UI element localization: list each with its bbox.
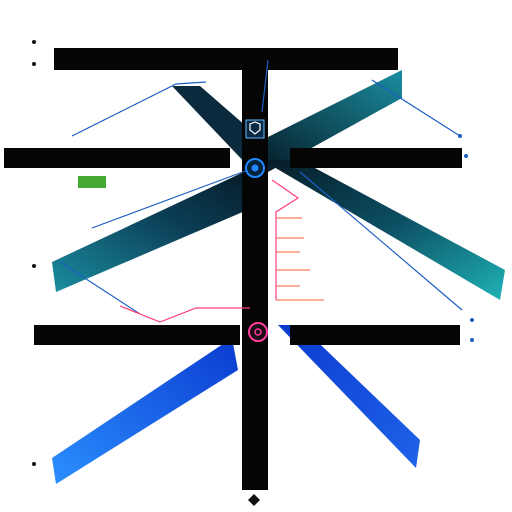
red-list bbox=[276, 217, 324, 301]
bottom-glyph-icon bbox=[248, 494, 260, 506]
teal-band-upper-right bbox=[262, 70, 402, 172]
ring-icon-blue[interactable] bbox=[245, 158, 265, 178]
shield-icon[interactable] bbox=[245, 119, 265, 139]
connector-line bbox=[261, 59, 269, 113]
blue-band-right bbox=[278, 325, 420, 468]
connector-line bbox=[71, 81, 207, 137]
banner-low-right bbox=[290, 325, 460, 345]
connector-line-pink bbox=[271, 179, 300, 300]
ring-icon-pink[interactable] bbox=[248, 322, 268, 342]
blue-band-left bbox=[52, 338, 238, 484]
teal-band-right bbox=[262, 160, 505, 300]
connector-line bbox=[371, 79, 461, 137]
teal-band-upper-left bbox=[172, 86, 262, 168]
teal-band-left bbox=[52, 170, 252, 292]
connector-line bbox=[59, 261, 141, 315]
connector-line-pink bbox=[119, 305, 250, 323]
banner-mid-right bbox=[290, 148, 462, 168]
banner-low bbox=[34, 325, 240, 345]
green-tag bbox=[78, 176, 106, 188]
banner-top bbox=[54, 48, 398, 70]
banner-mid bbox=[4, 148, 230, 168]
connector-line bbox=[299, 171, 463, 311]
right-markers bbox=[458, 134, 474, 342]
left-markers bbox=[32, 40, 36, 466]
connector-line bbox=[91, 169, 249, 229]
